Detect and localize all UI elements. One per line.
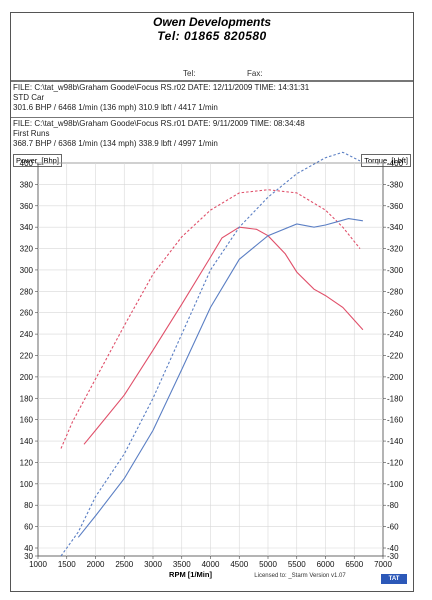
y-tick-label-right: -360 (387, 202, 404, 211)
y-tick-label-left: 260 (20, 309, 34, 318)
std-car-torque-line (60, 189, 361, 449)
y-tick-label-right: -320 (387, 245, 404, 254)
y-tick-label-right: -380 (387, 180, 404, 189)
x-tick-label: 2000 (87, 560, 105, 569)
x-tick-label: 7000 (374, 560, 392, 569)
y-tick-label-left: 100 (20, 480, 34, 489)
tat-logo: TAT (381, 574, 407, 584)
x-tick-label: 1000 (29, 560, 47, 569)
y-tick-label-right: -220 (387, 352, 404, 361)
y-tick-label-left: 300 (20, 266, 34, 275)
run-name: First Runs (13, 129, 50, 138)
y-tick-label-left: 80 (24, 501, 33, 510)
run-name: STD Car (13, 93, 45, 102)
company-name: Owen Developments (152, 15, 272, 29)
divider (11, 80, 413, 81)
fax-label: Fax: (247, 69, 263, 78)
y-tick-label-right: -140 (387, 437, 404, 446)
std-car-power-line (83, 226, 364, 445)
x-tick-label: 1500 (58, 560, 76, 569)
tel-fax-row: Tel: Fax: (11, 69, 413, 81)
power-axis-label: Power_[Bhp] (13, 154, 62, 167)
company-phone: Tel: 01865 820580 (157, 29, 267, 43)
y-tick-label-left: 320 (20, 245, 34, 254)
x-tick-label: 4000 (202, 560, 220, 569)
y-tick-label-right: -300 (387, 266, 404, 275)
x-tick-label: 4500 (230, 560, 248, 569)
y-tick-label-left: 30 (24, 552, 33, 561)
y-tick-label-left: 400 (20, 159, 34, 168)
software-note: Licensed to: _Starm Version v1.07 (254, 573, 346, 579)
x-tick-label: 6000 (317, 560, 335, 569)
x-axis-title: RPM [1/Min] (169, 570, 212, 579)
y-tick-label-right: -80 (387, 501, 399, 510)
run-summary: 368.7 BHP / 6368 1/min (134 mph) 338.9 l… (13, 139, 218, 148)
run-info-first-runs: FILE: C:\tat_w98b\Graham Goode\Focus RS.… (11, 117, 413, 153)
y-tick-label-left: 160 (20, 416, 34, 425)
y-tick-label-right: -100 (387, 480, 404, 489)
y-tick-label-left: 240 (20, 330, 34, 339)
first-runs-power-line (77, 218, 363, 538)
y-tick-label-right: -340 (387, 223, 404, 232)
y-tick-label-left: 380 (20, 180, 34, 189)
y-tick-label-right: -160 (387, 416, 404, 425)
x-tick-label: 5000 (259, 560, 277, 569)
y-tick-label-left: 280 (20, 287, 34, 296)
run-file-line: FILE: C:\tat_w98b\Graham Goode\Focus RS.… (13, 83, 310, 92)
y-tick-label-left: 200 (20, 373, 34, 382)
x-tick-label: 3000 (144, 560, 162, 569)
y-tick-label-right: -180 (387, 394, 404, 403)
run-summary: 301.6 BHP / 6468 1/min (136 mph) 310.9 l… (13, 103, 218, 112)
y-tick-label-right: -260 (387, 309, 404, 318)
y-tick-label-left: 360 (20, 202, 34, 211)
y-tick-label-left: 220 (20, 352, 34, 361)
y-tick-label-right: -60 (387, 523, 399, 532)
y-tick-label-right: -200 (387, 373, 404, 382)
tel-label: Tel: (183, 69, 196, 78)
x-tick-label: 6500 (345, 560, 363, 569)
y-tick-label-left: 120 (20, 458, 34, 467)
header: Owen Developments Tel: 01865 820580 (11, 13, 413, 71)
y-tick-label-right: -400 (387, 159, 404, 168)
run-info-std-car: FILE: C:\tat_w98b\Graham Goode\Focus RS.… (11, 81, 413, 117)
y-tick-label-right: -30 (387, 552, 399, 561)
first-runs-torque-line (60, 151, 361, 557)
y-tick-label-left: 60 (24, 523, 33, 532)
y-tick-label-left: 40 (24, 544, 33, 553)
x-tick-label: 2500 (115, 560, 133, 569)
y-tick-label-left: 180 (20, 394, 34, 403)
y-tick-label-right: -120 (387, 458, 404, 467)
x-tick-label: 5500 (288, 560, 306, 569)
y-tick-label-right: -40 (387, 544, 399, 553)
torque-axis-label: Torque_[Lbft] (361, 154, 411, 167)
y-tick-label-right: -280 (387, 287, 404, 296)
run-file-line: FILE: C:\tat_w98b\Graham Goode\Focus RS.… (13, 119, 305, 128)
x-tick-label: 3500 (173, 560, 191, 569)
y-tick-label-right: -240 (387, 330, 404, 339)
y-tick-label-left: 340 (20, 223, 34, 232)
dyno-sheet: Owen Developments Tel: 01865 820580 Tel:… (10, 12, 414, 592)
y-tick-label-left: 140 (20, 437, 34, 446)
